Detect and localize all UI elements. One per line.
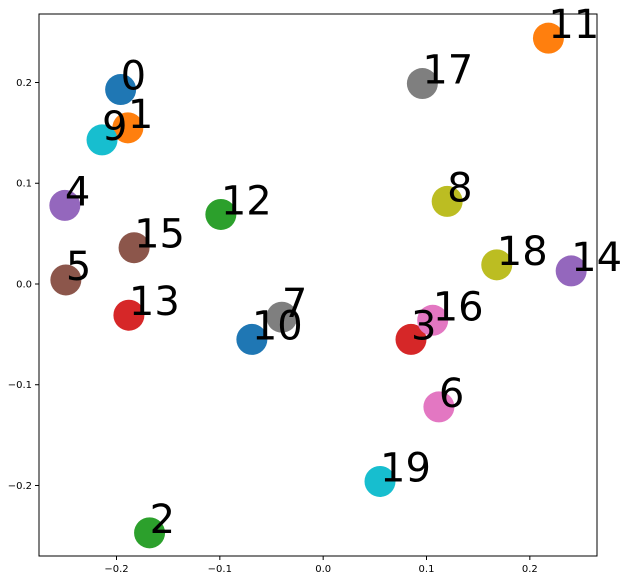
y-tick-label: 0.2 [16,78,32,89]
point-16-marker [417,304,449,336]
point-17-label: 17 [422,48,473,94]
point-4-label: 4 [65,169,90,215]
x-tick-label: −0.2 [104,564,128,575]
point-13-marker [113,299,145,331]
x-tick-label: 0.0 [315,564,331,575]
point-6-label: 6 [439,371,464,417]
point-19-marker [364,465,396,497]
point-15-label: 15 [134,212,185,258]
point-9-label: 9 [102,104,127,150]
point-0-label: 0 [121,54,146,100]
point-4-marker [49,189,81,221]
ticks-layer: −0.2 −0.1 0.0 0.1 0.2 0.2 0.1 0.0 −0.1 −0.2 [8,78,538,575]
y-tick-label: 0.1 [16,179,32,190]
point-13-label: 13 [129,279,180,325]
y-tick-label: −0.2 [8,481,32,492]
point-7-label: 7 [282,281,307,327]
point-10-label: 10 [252,303,303,349]
y-tick-label: −0.1 [8,380,32,391]
point-17-marker [406,68,438,100]
point-3-marker [395,323,427,355]
point-3-label: 3 [411,303,436,349]
plot-area [39,14,597,556]
point-10-marker [236,323,268,355]
x-tick-label: 0.2 [522,564,538,575]
point-18-label: 18 [497,229,548,275]
point-1-label: 1 [128,92,153,138]
point-14-marker [555,255,587,287]
point-6-marker [423,391,455,423]
point-2-label: 2 [150,497,175,543]
point-0-marker [105,74,137,106]
point-11-label: 11 [548,2,599,48]
point-19-label: 19 [380,445,431,491]
point-5-marker [50,264,82,296]
points-layer [49,22,587,549]
y-tick-label: 0.0 [16,279,32,290]
point-1-marker [112,112,144,144]
point-12-marker [205,198,237,230]
point-8-label: 8 [447,165,472,211]
point-12-label: 12 [221,178,272,224]
point-8-marker [431,185,463,217]
point-5-label: 5 [66,244,91,290]
x-tick-label: 0.1 [419,564,435,575]
point-11-marker [532,22,564,54]
x-tick-label: −0.1 [208,564,232,575]
point-18-marker [481,249,513,281]
point-7-marker [266,301,298,333]
point-16-label: 16 [433,284,484,330]
point-2-marker [134,517,166,549]
plot-frame [38,13,598,557]
point-9-marker [86,124,118,156]
point-15-marker [118,232,150,264]
